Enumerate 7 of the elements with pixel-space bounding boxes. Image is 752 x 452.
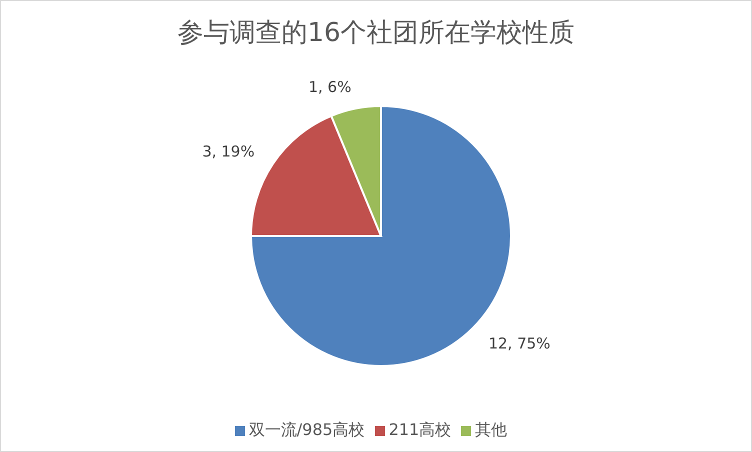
data-label: 1, 6% bbox=[308, 78, 352, 96]
data-label: 12, 75% bbox=[488, 334, 550, 352]
legend-label: 211高校 bbox=[388, 420, 452, 439]
legend-label: 其他 bbox=[475, 420, 508, 439]
data-label: 3, 19% bbox=[202, 142, 255, 161]
chart-title: 参与调查的16个社团所在学校性质 bbox=[176, 17, 576, 50]
legend-label: 双一流/985高校 bbox=[248, 420, 365, 439]
